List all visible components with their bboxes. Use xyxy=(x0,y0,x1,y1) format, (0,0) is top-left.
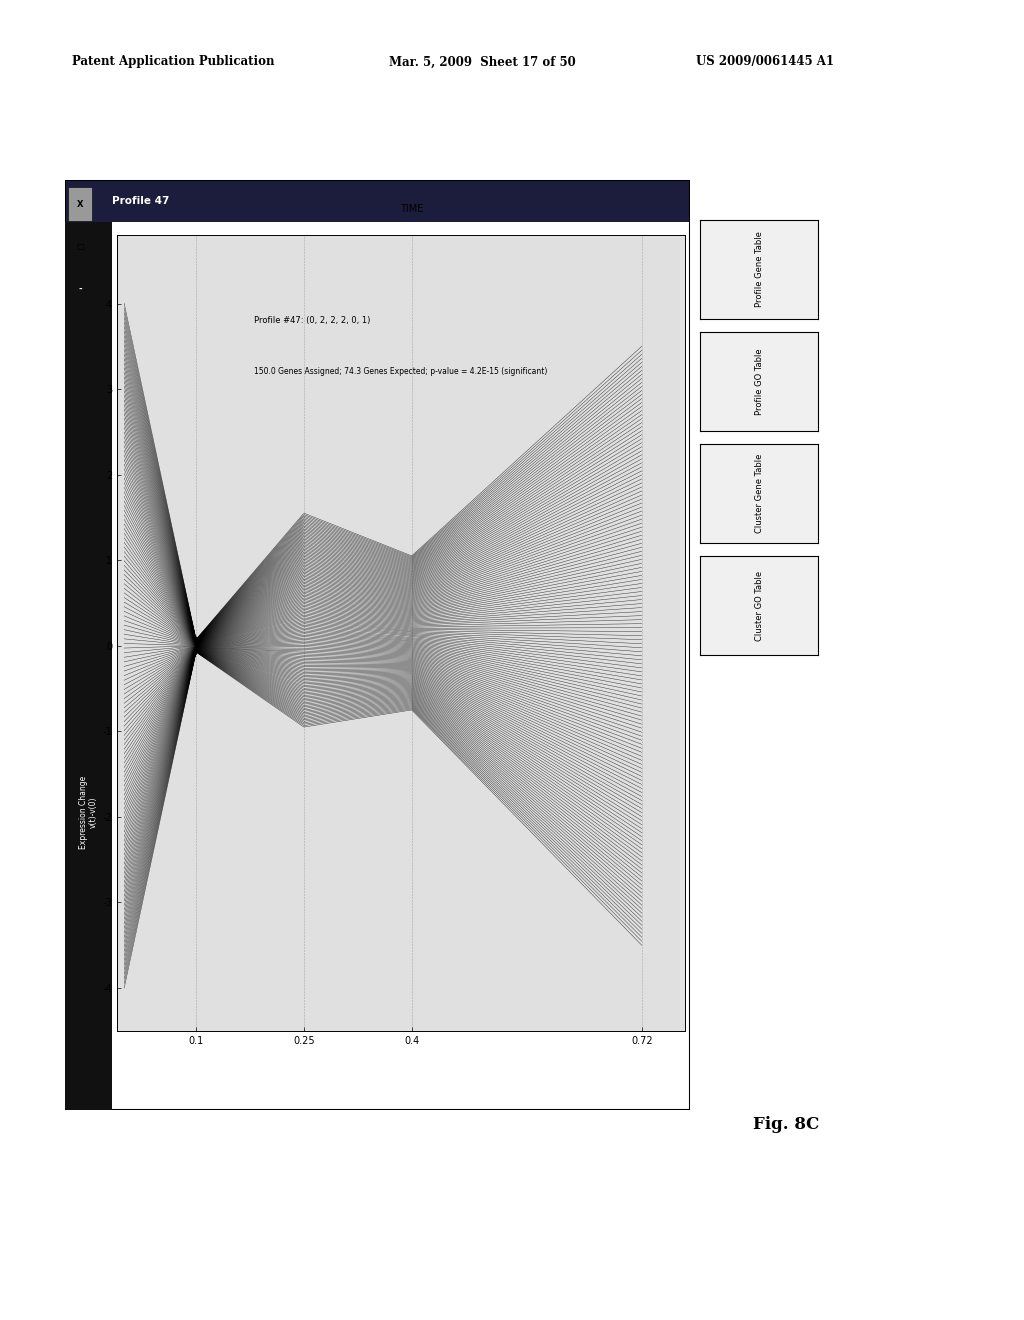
Text: □: □ xyxy=(76,243,84,251)
Text: -: - xyxy=(78,285,82,294)
Text: Expression Change
v(t)-v(0): Expression Change v(t)-v(0) xyxy=(79,776,98,849)
Text: Fig. 8C: Fig. 8C xyxy=(753,1117,819,1133)
Bar xyxy=(69,230,92,264)
Text: 150.0 Genes Assigned; 74.3 Genes Expected; p-value = 4.2E-15 (significant): 150.0 Genes Assigned; 74.3 Genes Expecte… xyxy=(254,367,547,376)
Text: Profile 47: Profile 47 xyxy=(112,195,169,206)
Bar xyxy=(69,272,92,306)
Text: Profile #47: (0, 2, 2, 2, 0, 1): Profile #47: (0, 2, 2, 2, 0, 1) xyxy=(254,315,370,325)
Text: Cluster GO Table: Cluster GO Table xyxy=(755,570,764,640)
Text: Profile Gene Table: Profile Gene Table xyxy=(755,231,764,308)
Text: Mar. 5, 2009  Sheet 17 of 50: Mar. 5, 2009 Sheet 17 of 50 xyxy=(389,55,575,69)
Bar xyxy=(65,180,690,222)
Bar xyxy=(65,222,112,1110)
Text: Profile GO Table: Profile GO Table xyxy=(755,348,764,414)
Text: Patent Application Publication: Patent Application Publication xyxy=(72,55,274,69)
Text: X: X xyxy=(77,199,83,209)
Text: TIME: TIME xyxy=(400,203,423,214)
Text: Cluster Gene Table: Cluster Gene Table xyxy=(755,454,764,533)
Text: US 2009/0061445 A1: US 2009/0061445 A1 xyxy=(696,55,835,69)
Bar xyxy=(69,186,92,220)
